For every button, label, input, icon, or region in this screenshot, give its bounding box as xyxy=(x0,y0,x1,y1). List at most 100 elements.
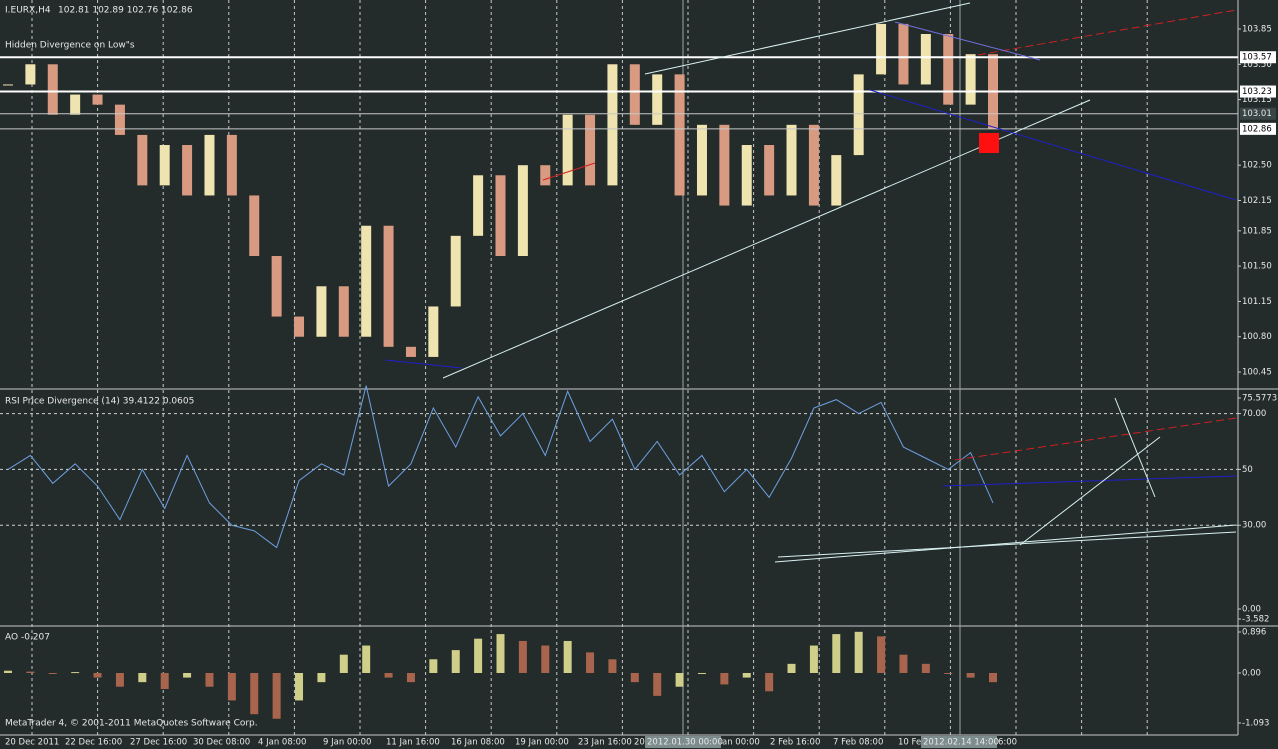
ao-bar xyxy=(653,672,662,696)
ao-bar xyxy=(115,672,124,687)
ao-bar xyxy=(205,672,214,687)
y-tick-label: 103.15 xyxy=(1242,95,1272,105)
candle xyxy=(652,74,663,125)
ohlc: 102.81 102.89 102.76 102.86 xyxy=(58,6,193,16)
y-tick-label: -3.582 xyxy=(1242,615,1269,625)
time-label: an 00:00 xyxy=(722,738,760,748)
ao-bar xyxy=(26,671,35,673)
ao-bar xyxy=(295,672,304,701)
y-tick-label: 70.00 xyxy=(1242,409,1266,419)
ao-bar xyxy=(317,672,326,683)
trendline xyxy=(384,359,463,369)
y-tick-label: 75.5773 xyxy=(1242,394,1277,404)
time-label: 9 Jan 00:00 xyxy=(323,738,371,748)
ao-bar xyxy=(742,672,751,678)
candle xyxy=(607,64,618,186)
trendline xyxy=(977,9,1237,56)
ao-bar xyxy=(518,640,527,673)
ao-bar xyxy=(966,672,975,678)
ao-bar xyxy=(93,672,102,678)
candle xyxy=(405,346,416,357)
ao-bar xyxy=(451,650,460,673)
note: Hidden Divergence on Low"s xyxy=(5,41,135,51)
candle xyxy=(182,145,193,196)
y-tick-label: 103.50 xyxy=(1242,60,1272,70)
price-level-box xyxy=(1240,107,1276,120)
time-label: 30 Dec 08:00 xyxy=(193,738,250,748)
y-tick-label: 0.896 xyxy=(1242,628,1266,638)
ao-bar xyxy=(586,652,595,673)
candle xyxy=(137,134,148,186)
ao-bar xyxy=(4,670,12,673)
rsi-line xyxy=(7,385,994,549)
signal-marker xyxy=(979,133,999,153)
candle xyxy=(764,145,775,196)
candle xyxy=(495,175,506,257)
trendline xyxy=(942,475,1237,487)
candle xyxy=(517,165,528,257)
time-label: 19 Jan 00:00 xyxy=(515,738,569,748)
ao-bar xyxy=(944,672,953,674)
ao-bar xyxy=(227,672,236,701)
trendline xyxy=(777,531,1237,558)
time-label: 7 Feb 08:00 xyxy=(833,738,883,748)
candle xyxy=(316,286,327,337)
ao-bar xyxy=(362,645,371,673)
candle xyxy=(428,306,439,357)
candle xyxy=(696,124,707,196)
trendline xyxy=(1114,397,1156,498)
candle xyxy=(159,145,170,186)
ao-bar xyxy=(474,638,483,673)
ao-bar xyxy=(921,663,930,673)
y-tick-label: 101.15 xyxy=(1242,297,1272,307)
rsi-title: RSI Price Divergence (14) 39.4122 0.0605 xyxy=(5,397,194,407)
ao-bar xyxy=(183,672,192,678)
ao-bar xyxy=(71,672,80,674)
ao-bar xyxy=(630,672,639,683)
candle xyxy=(562,114,573,186)
y-tick-label: 30.00 xyxy=(1242,521,1266,531)
candle xyxy=(808,124,819,206)
y-tick-label: 102.50 xyxy=(1242,161,1272,171)
ao-bar xyxy=(48,672,57,674)
candle xyxy=(294,316,305,337)
ao-bar xyxy=(272,672,281,719)
time-label: 10 Fe xyxy=(898,738,921,748)
trendline xyxy=(869,89,1237,201)
footer: MetaTrader 4, © 2001-2011 MetaQuotes Sof… xyxy=(5,719,258,729)
y-tick-label: 101.50 xyxy=(1242,262,1272,272)
y-tick-label: 50 xyxy=(1242,465,1253,475)
candle xyxy=(741,145,752,206)
ao-bar xyxy=(563,640,572,673)
y-tick-label: 0.00 xyxy=(1242,604,1261,614)
candle xyxy=(719,124,730,206)
time-label: 2 Feb 16:00 xyxy=(770,738,820,748)
ao-bar xyxy=(854,631,863,673)
y-tick-label: 100.45 xyxy=(1242,368,1272,378)
ao-bar xyxy=(765,672,774,692)
price-level-label: 102.86 xyxy=(1242,124,1272,134)
candle xyxy=(25,64,36,85)
candle xyxy=(383,225,394,347)
price-level-label: 103.23 xyxy=(1242,87,1272,97)
time-label: 20 Dec 2011 xyxy=(5,738,59,748)
candle xyxy=(920,34,931,85)
candle xyxy=(473,175,484,236)
y-tick-label: 101.85 xyxy=(1242,226,1272,236)
candle xyxy=(450,235,461,307)
cursor-box xyxy=(921,736,997,748)
candle xyxy=(540,165,551,186)
price-level-label: 103.01 xyxy=(1242,109,1272,119)
ao-bar xyxy=(608,659,617,673)
time-label: 4 Jan 08:00 xyxy=(258,738,306,748)
ao-bar xyxy=(250,672,259,715)
cursor-box xyxy=(645,736,721,748)
ao-bar xyxy=(496,634,505,673)
price-level-box xyxy=(1240,85,1276,98)
time-label: 6:00 xyxy=(998,738,1017,748)
ao-bar xyxy=(787,663,796,673)
trendlines xyxy=(384,2,1237,563)
ao-bar xyxy=(429,659,438,673)
cursor-label: 2012.01.30 00:00 xyxy=(647,738,723,748)
candle xyxy=(249,195,260,257)
